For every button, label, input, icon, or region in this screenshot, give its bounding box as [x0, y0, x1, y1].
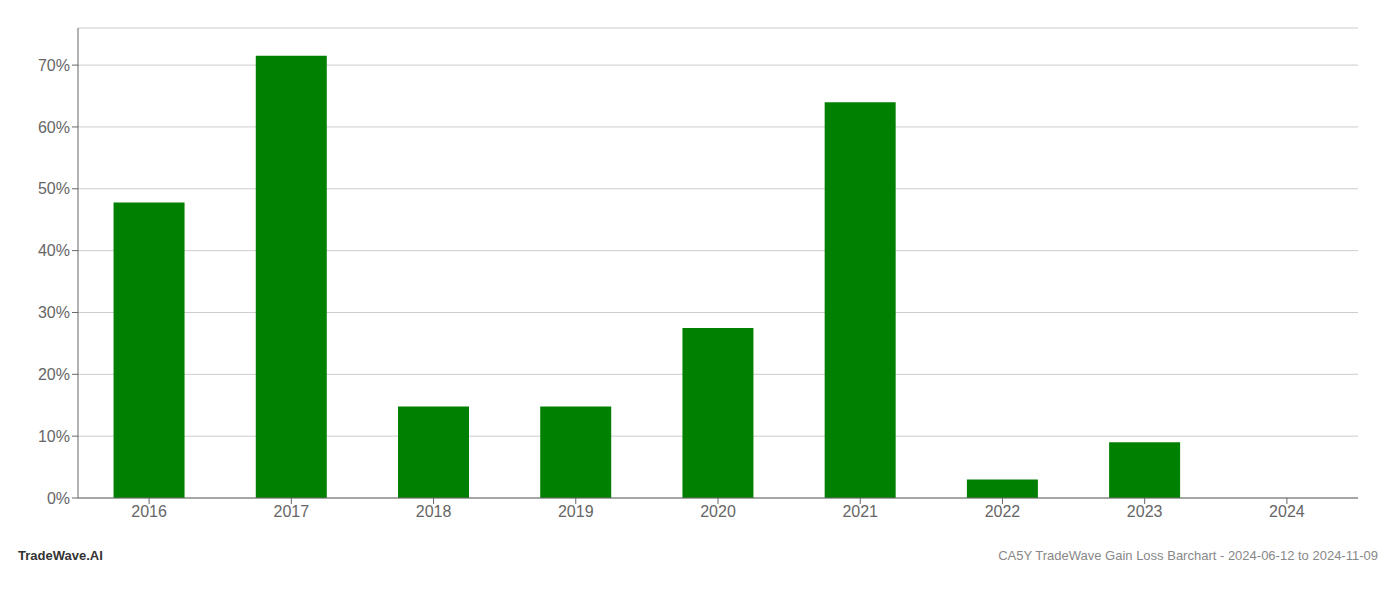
svg-text:0%: 0% — [47, 490, 70, 507]
svg-text:40%: 40% — [38, 242, 70, 259]
svg-text:2016: 2016 — [131, 503, 167, 520]
svg-text:2019: 2019 — [558, 503, 594, 520]
svg-text:30%: 30% — [38, 304, 70, 321]
svg-text:2023: 2023 — [1127, 503, 1163, 520]
svg-text:2020: 2020 — [700, 503, 736, 520]
svg-text:2017: 2017 — [274, 503, 310, 520]
svg-text:2024: 2024 — [1269, 503, 1305, 520]
svg-text:2022: 2022 — [985, 503, 1021, 520]
svg-text:10%: 10% — [38, 428, 70, 445]
svg-text:60%: 60% — [38, 119, 70, 136]
svg-text:50%: 50% — [38, 180, 70, 197]
svg-text:2018: 2018 — [416, 503, 452, 520]
svg-text:20%: 20% — [38, 366, 70, 383]
svg-text:70%: 70% — [38, 57, 70, 74]
html-text:CA5Y TradeWave Gain Loss Barch: CA5Y TradeWave Gain Loss Barchart - 2024… — [998, 548, 1378, 563]
html-text:TradeWave.AI: TradeWave.AI — [18, 548, 103, 563]
svg-text:2021: 2021 — [842, 503, 878, 520]
